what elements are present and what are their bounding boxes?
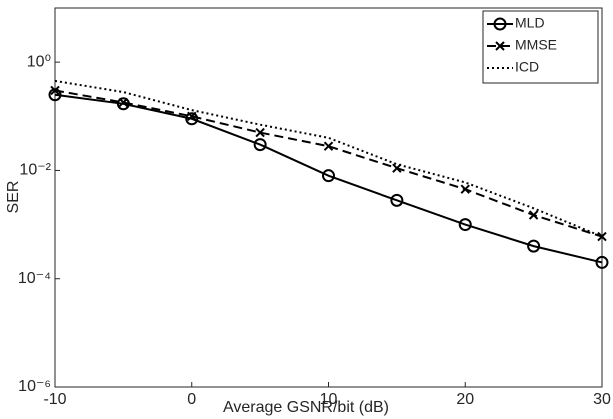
- legend: MLD MMSE ICD: [482, 10, 599, 84]
- marker: [50, 85, 60, 96]
- marker: [118, 97, 129, 108]
- y-tick-label: 10⁻⁶: [18, 378, 51, 395]
- y-tick-label: 10⁻⁴: [18, 270, 51, 287]
- x-tick-label: 30: [593, 391, 611, 408]
- marker: [323, 141, 334, 151]
- marker: [493, 17, 507, 31]
- marker: [597, 231, 607, 242]
- marker: [458, 218, 472, 232]
- legend-label: MMSE: [515, 37, 557, 53]
- marker: [255, 127, 265, 138]
- marker: [495, 41, 505, 51]
- y-axis-label: SER: [5, 181, 22, 214]
- legend-label: ICD: [515, 59, 539, 75]
- marker: [185, 112, 199, 126]
- x-tick-label: 10: [320, 391, 338, 408]
- x-axis-label: Average GSNR/bit (dB): [223, 399, 389, 416]
- y-tick-label: 10⁻²: [19, 162, 51, 179]
- x-tick-label: 20: [456, 391, 474, 408]
- series-line: [54, 93, 603, 264]
- marker: [528, 210, 539, 220]
- marker: [187, 111, 197, 121]
- marker: [527, 239, 541, 253]
- x-tick-label: 0: [187, 391, 196, 408]
- marker: [322, 169, 335, 183]
- series-line: [54, 89, 603, 238]
- marker: [390, 193, 404, 207]
- marker: [253, 138, 267, 152]
- marker: [595, 255, 609, 269]
- legend-label: MLD: [515, 15, 545, 31]
- marker: [460, 184, 470, 194]
- x-tick-label: -10: [43, 391, 66, 408]
- y-tick-label: 10⁰: [27, 53, 51, 70]
